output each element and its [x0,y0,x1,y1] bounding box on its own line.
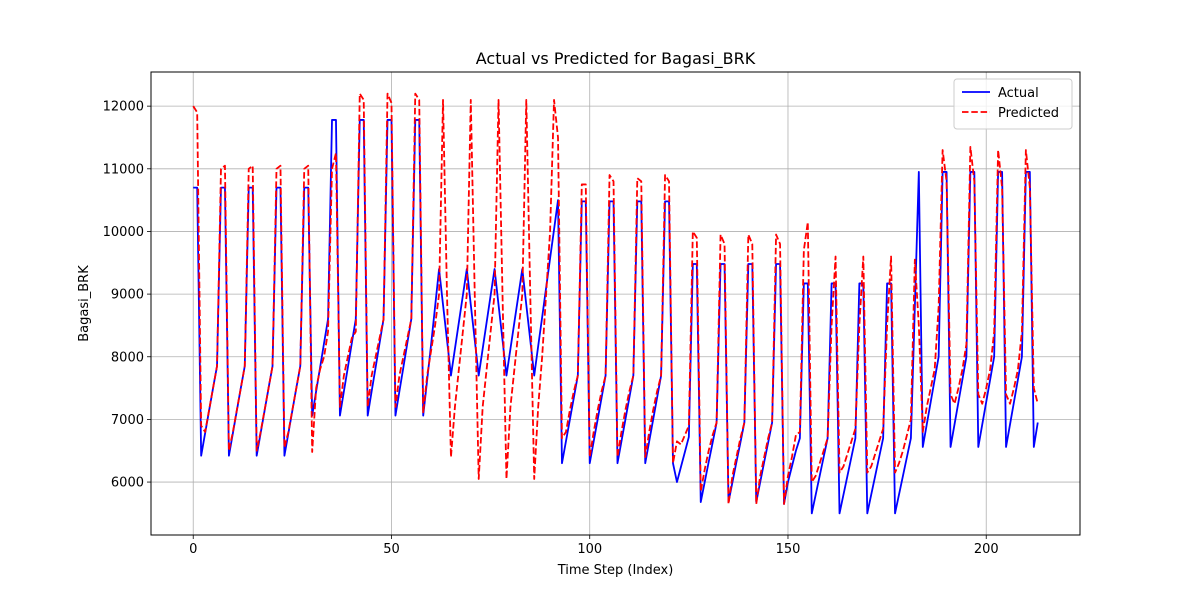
legend: Actual Predicted [953,78,1073,130]
y-tick-label: 8000 [111,350,144,365]
y-tick-label: 10000 [103,225,144,240]
legend-label: Actual [998,86,1039,101]
ticks: 0 50 100 150 200 6000 7000 8000 9000 10000 11000 12… [103,100,999,557]
y-axis-label: Bagasi_BRK [77,265,92,342]
y-tick-label: 12000 [103,100,144,115]
x-tick-label: 100 [577,542,602,557]
chart-title: Actual vs Predicted for Bagasi_BRK [476,49,756,69]
legend-label: Predicted [998,106,1059,121]
x-tick-label: 200 [974,542,999,557]
plot-lines [192,92,1039,515]
y-tick-label: 6000 [111,476,144,491]
x-tick-label: 150 [776,542,801,557]
x-axis-label: Time Step (Index) [557,563,674,578]
x-tick-label: 50 [383,542,400,557]
x-tick-label: 0 [189,542,197,557]
y-tick-label: 9000 [111,288,144,303]
axes-frame [150,71,1081,536]
y-tick-label: 11000 [103,162,144,177]
series-line [192,92,1039,505]
y-tick-label: 7000 [111,413,144,428]
